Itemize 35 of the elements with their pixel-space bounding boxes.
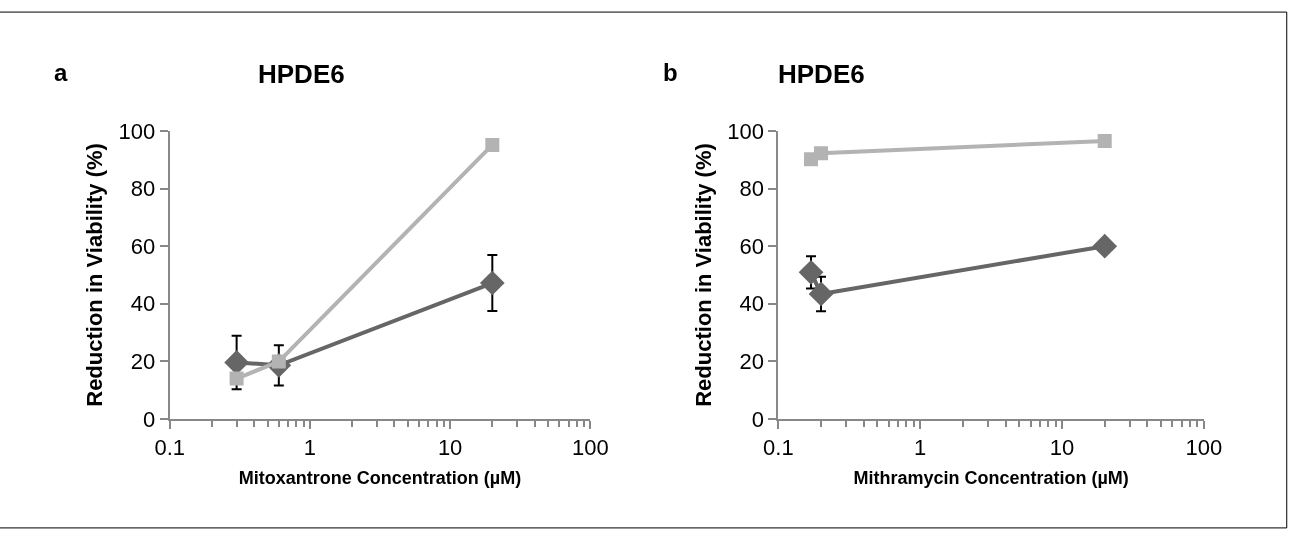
x-tick-label: 1: [303, 435, 317, 461]
y-tick-label: 20: [739, 348, 764, 374]
y-tick-label: 40: [739, 291, 764, 317]
point: [1092, 233, 1118, 259]
x-axis-title: Mithramycin Concentration (µM): [853, 467, 1129, 488]
point: [485, 137, 500, 152]
point: [479, 270, 505, 296]
x-tick-label: 10: [1049, 435, 1075, 461]
x-tick-label: 1: [914, 435, 927, 461]
text: a: [54, 59, 68, 86]
x-tick-label: 0.1: [154, 435, 186, 461]
x-tick-label: 100: [571, 435, 609, 461]
y-tick-label: 80: [739, 176, 764, 202]
y-axis-title: Reduction in Viability (%): [81, 143, 107, 407]
y-axis-title: Reduction in Viability (%): [690, 143, 716, 407]
y-tick-label: 100: [727, 118, 764, 144]
chart-title: HPDE6: [258, 59, 345, 89]
point: [229, 371, 244, 386]
chart-title: HPDE6: [778, 59, 865, 89]
x-tick-label: 0.1: [763, 435, 794, 461]
y-tick-label: 0: [143, 406, 156, 432]
point: [798, 260, 824, 285]
y-tick-label: 40: [130, 291, 156, 317]
y-tick-label: 20: [130, 348, 156, 374]
y-tick-label: 60: [739, 233, 764, 259]
y-tick-label: 60: [130, 233, 156, 259]
y-tick-label: 80: [130, 176, 156, 202]
text: b: [663, 59, 678, 86]
x-tick-label: 10: [437, 435, 463, 461]
y-tick-label: 100: [118, 118, 156, 144]
y-tick-label: 0: [751, 406, 764, 432]
x-axis-title: Mitoxantrone Concentration (µM): [238, 467, 522, 488]
x-tick-label: 100: [1185, 435, 1223, 461]
point: [1097, 133, 1112, 148]
point: [224, 350, 249, 375]
